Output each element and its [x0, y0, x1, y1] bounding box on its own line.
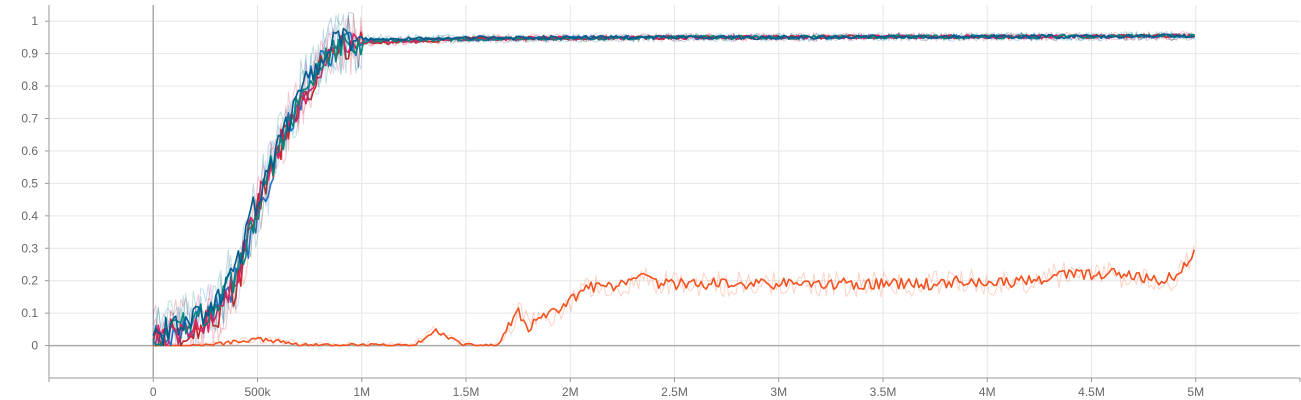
series-smoothed-line [152, 27, 1195, 347]
y-tick-label: 0.7 [21, 112, 38, 126]
x-tick-label: 5M [1187, 385, 1204, 399]
y-tick-label: 0 [31, 339, 38, 353]
series-raw-line [152, 15, 1195, 347]
y-tick-label: 0.1 [21, 306, 38, 320]
series-raw-line [152, 13, 1195, 347]
series-raw-line [152, 13, 1195, 347]
series-smoothed-line [152, 249, 1195, 347]
y-tick-label: 0.3 [21, 241, 38, 255]
x-tick-label: 3.5M [870, 385, 897, 399]
y-tick-label: 0.8 [21, 79, 38, 93]
x-tick-label: 0 [150, 385, 157, 399]
y-tick-label: 0.4 [21, 209, 38, 223]
x-tick-label: 1M [353, 385, 370, 399]
x-tick-label: 2M [562, 385, 579, 399]
series-raw-line [152, 244, 1195, 347]
tick-labels: 0 0.1 0.2 0.3 0.4 0.5 0.6 0.7 0.8 0.9 1 0 500k 1M 1.5M… [21, 14, 1204, 399]
series-lines [152, 12, 1195, 347]
x-tick-label: 3M [770, 385, 787, 399]
x-tick-label: 500k [244, 385, 271, 399]
y-tick-label: 0.6 [21, 144, 38, 158]
x-tick-label: 1.5M [453, 385, 480, 399]
x-tick-label: 4.5M [1078, 385, 1105, 399]
y-tick-label: 0.9 [21, 47, 38, 61]
axes [45, 5, 1301, 382]
series-raw-line [152, 12, 1195, 347]
x-tick-label: 2.5M [661, 385, 688, 399]
y-tick-label: 0.5 [21, 176, 38, 190]
y-tick-label: 0.2 [21, 274, 38, 288]
x-tick-label: 4M [979, 385, 996, 399]
y-tick-label: 1 [31, 14, 38, 28]
grid [49, 5, 1300, 378]
